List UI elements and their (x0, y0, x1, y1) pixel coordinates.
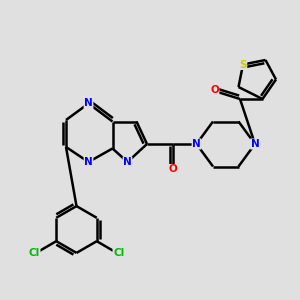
Text: O: O (168, 164, 177, 175)
Text: N: N (84, 98, 93, 109)
Text: S: S (239, 59, 247, 70)
Text: N: N (84, 157, 93, 167)
Text: N: N (192, 139, 201, 149)
Text: N: N (250, 139, 260, 149)
Text: Cl: Cl (29, 248, 40, 258)
Text: N: N (123, 157, 132, 167)
Text: Cl: Cl (113, 248, 124, 258)
Text: O: O (210, 85, 219, 95)
